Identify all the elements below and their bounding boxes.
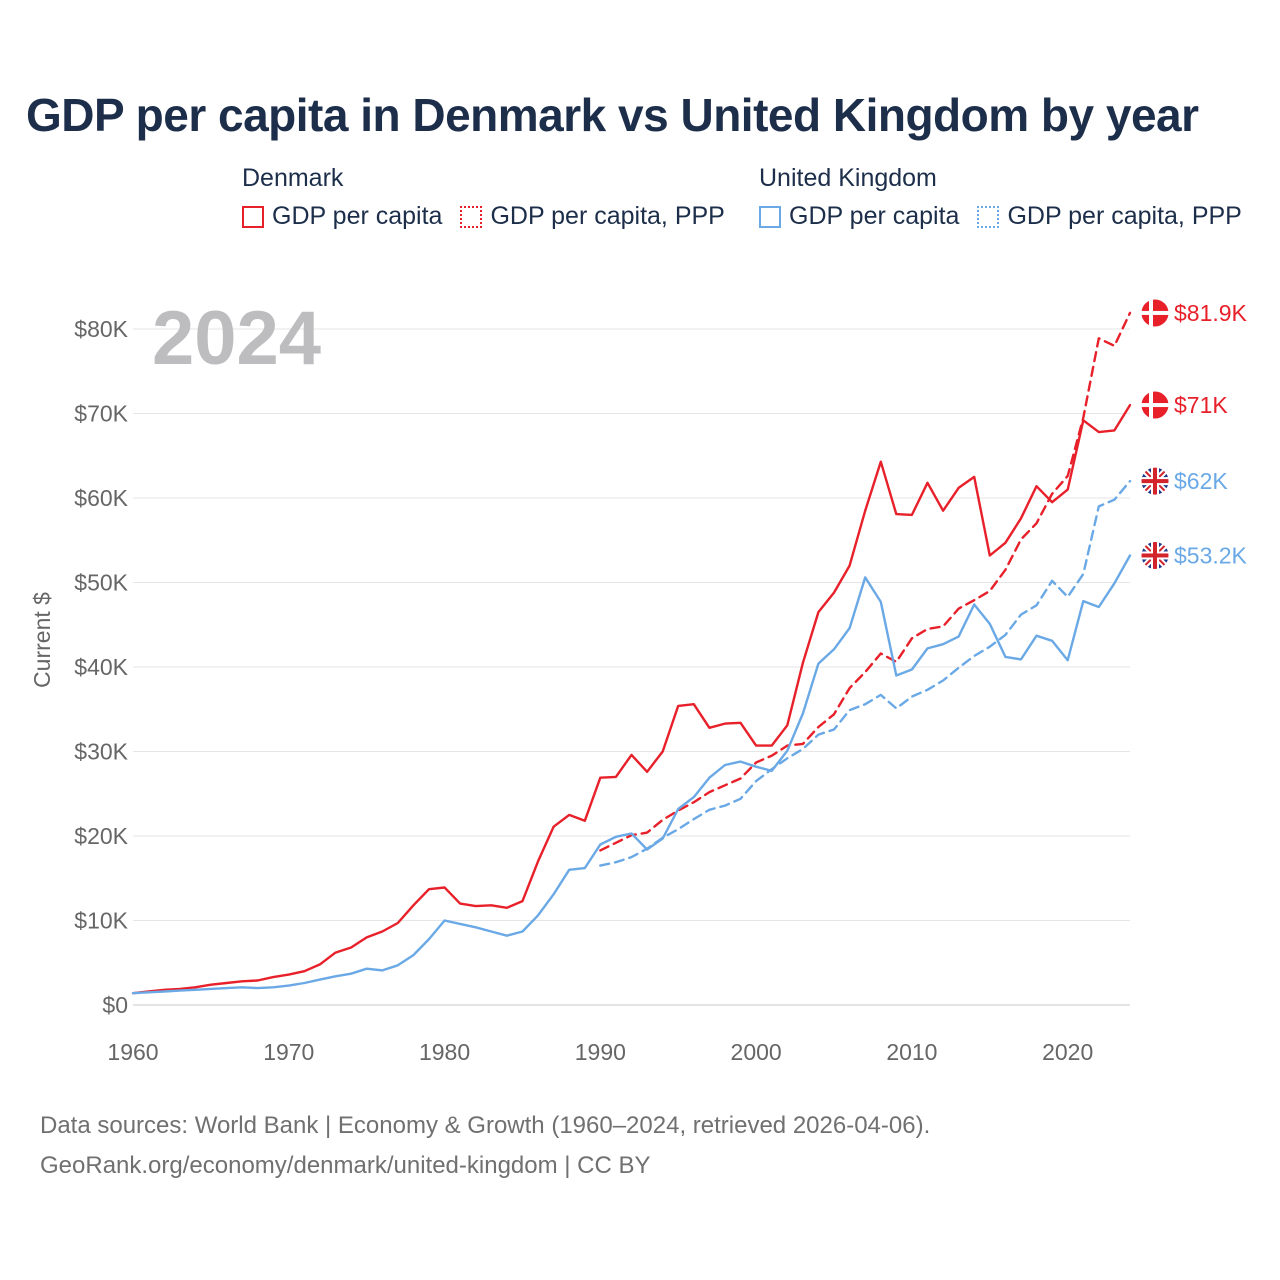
chart-title: GDP per capita in Denmark vs United King…	[26, 89, 1199, 141]
legend-label: GDP per capita	[272, 202, 443, 230]
legend-label: GDP per capita, PPP	[1007, 202, 1242, 230]
flag-ring	[1140, 466, 1170, 496]
footer-link[interactable]: GeoRank.org/economy/denmark/united-kingd…	[40, 1152, 651, 1179]
legend-group-uk: United Kingdom GDP per capita GDP per ca…	[759, 160, 1260, 231]
x-tick-label: 2010	[886, 1039, 937, 1065]
flag-body	[1141, 298, 1169, 327]
legend-item-denmark-gdp[interactable]: GDP per capita	[242, 202, 442, 231]
year-watermark: 2024	[152, 296, 321, 381]
flag-ring	[1140, 298, 1170, 328]
flag-body	[1141, 541, 1169, 570]
legend-label: GDP per capita	[789, 202, 960, 230]
flag-cross-h	[1141, 310, 1169, 315]
legend-item-uk-gdp-ppp[interactable]: GDP per capita, PPP	[977, 202, 1242, 231]
legend-group-name: Denmark	[242, 164, 344, 192]
flag-ring	[1140, 390, 1170, 420]
flag-cross-r	[1153, 541, 1157, 570]
end-value-label: $62K	[1174, 468, 1228, 494]
legend-group-denmark: Denmark GDP per capita GDP per capita, P…	[242, 160, 743, 231]
x-tick-label: 1990	[575, 1039, 626, 1065]
y-tick-label: $10K	[74, 908, 128, 934]
y-axis-label: Current $	[29, 592, 55, 688]
end-value-label: $81.9K	[1174, 300, 1248, 326]
flag-cross-r	[1153, 467, 1157, 496]
series-line-0	[131, 403, 1132, 995]
y-tick-label: $20K	[74, 823, 128, 849]
denmark-flag-icon	[1140, 298, 1170, 328]
x-tick-label: 1980	[419, 1039, 470, 1065]
legend-label: GDP per capita, PPP	[490, 202, 725, 230]
uk-flag-icon	[1140, 540, 1170, 570]
y-tick-label: $50K	[74, 570, 128, 596]
denmark-flag-icon	[1140, 390, 1170, 420]
y-tick-label: $60K	[74, 485, 128, 511]
legend-swatch-dotted	[460, 205, 483, 228]
y-tick-label: $70K	[74, 401, 128, 427]
legend-swatch-dotted	[977, 205, 1000, 228]
x-tick-label: 1960	[107, 1039, 158, 1065]
legend-item-uk-gdp[interactable]: GDP per capita	[759, 202, 959, 231]
uk-flag-icon	[1140, 466, 1170, 496]
x-tick-label: 2000	[731, 1039, 782, 1065]
y-tick-label: $80K	[74, 316, 128, 342]
series-line-1	[599, 311, 1132, 852]
series-line-3	[599, 479, 1132, 867]
legend-item-denmark-gdp-ppp[interactable]: GDP per capita, PPP	[460, 202, 725, 231]
legend-group-name: United Kingdom	[759, 164, 937, 192]
y-tick-label: $0	[102, 992, 128, 1018]
legend-swatch-solid	[759, 205, 781, 228]
footer-sources: Data sources: World Bank | Economy & Gro…	[40, 1112, 931, 1139]
legend-swatch-solid	[242, 205, 264, 228]
x-tick-label: 2020	[1042, 1039, 1093, 1065]
end-value-label: $53.2K	[1174, 542, 1248, 568]
x-tick-label: 1970	[263, 1039, 314, 1065]
flag-body	[1141, 467, 1169, 496]
series-line-2	[131, 554, 1132, 995]
footer: Data sources: World Bank | Economy & Gro…	[40, 1106, 930, 1186]
flag-body	[1141, 391, 1169, 420]
y-tick-label: $40K	[74, 654, 128, 680]
flag-cross-h	[1141, 403, 1169, 408]
y-tick-label: $30K	[74, 739, 128, 765]
end-value-label: $71K	[1174, 392, 1228, 418]
flag-ring	[1140, 540, 1170, 570]
